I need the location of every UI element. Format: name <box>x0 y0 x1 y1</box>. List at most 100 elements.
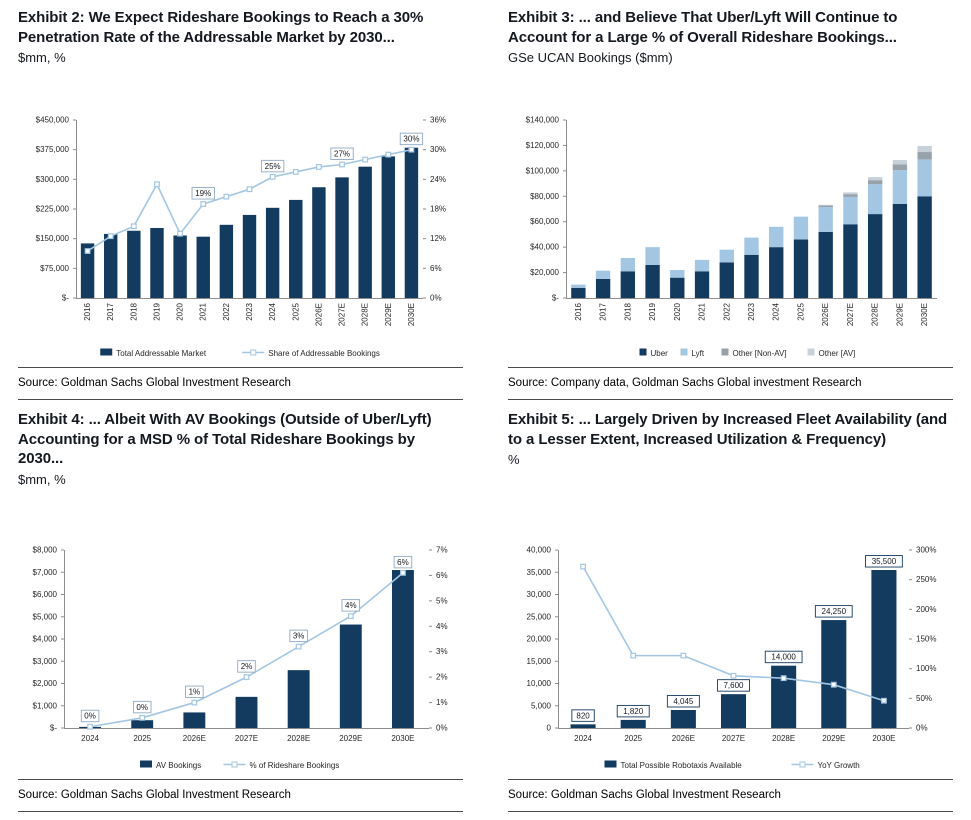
legend-label: Share of Addressable Bookings <box>268 349 380 358</box>
stacked-bar-segment <box>818 204 833 206</box>
stacked-bar-segment <box>620 271 636 298</box>
bar <box>131 720 154 728</box>
x-axis-label: 2030E <box>391 734 414 743</box>
x-axis-label: 2029E <box>339 734 362 743</box>
x-axis-label: 2027E <box>235 734 258 743</box>
stacked-bar-segment <box>595 278 611 298</box>
exhibit-2-source-block: Source: Goldman Sachs Global Investment … <box>18 367 463 400</box>
bar <box>821 620 847 728</box>
bar <box>404 147 419 298</box>
line-marker <box>154 181 160 188</box>
bar <box>358 166 372 298</box>
annotation-label: 6% <box>397 558 409 567</box>
y-axis-label: $- <box>50 724 57 733</box>
stacked-bar-segment <box>793 216 809 240</box>
bar <box>312 187 326 298</box>
x-axis-label: 2025 <box>133 734 151 743</box>
divider-line <box>18 399 463 400</box>
y2-axis-label: 30% <box>430 145 446 154</box>
line-marker <box>84 248 91 254</box>
y-axis-label: 5,000 <box>531 701 552 710</box>
y-axis-label: $1,000 <box>33 701 58 710</box>
x-axis-label: 2019 <box>152 302 161 320</box>
legend-label: Total Possible Robotaxis Available <box>621 761 743 770</box>
y2-axis-label: 0% <box>430 294 442 303</box>
line-marker <box>780 675 787 682</box>
exhibit-3-subtitle: GSe UCAN Bookings ($mm) <box>508 50 673 65</box>
x-axis-label: 2017 <box>599 302 608 320</box>
line-marker <box>881 697 887 704</box>
x-axis-label: 2030E <box>407 303 416 326</box>
exhibit-4-source: Source: Goldman Sachs Global Investment … <box>18 789 291 801</box>
x-axis-label: 2029E <box>822 734 845 743</box>
legend-swatch <box>140 760 152 768</box>
x-axis-label: 2022 <box>222 302 231 320</box>
bar <box>339 624 362 728</box>
line-marker <box>408 146 415 153</box>
stacked-bar-segment <box>571 287 586 298</box>
y-axis-label: $375,000 <box>36 145 70 154</box>
exhibit-2-source: Source: Goldman Sachs Global Investment … <box>18 377 291 389</box>
line-marker <box>292 169 299 175</box>
stacked-bar-segment <box>719 249 734 263</box>
annotation-box <box>132 700 152 714</box>
x-axis-label: 2017 <box>106 302 115 320</box>
exhibit-2-title: Exhibit 2: We Expect Rideshare Bookings … <box>18 9 424 46</box>
annotation-box <box>289 629 308 643</box>
exhibit-3-source-block: Source: Company data, Goldman Sachs Glob… <box>508 367 953 400</box>
y2-axis-label: 7% <box>436 546 448 555</box>
exhibit-5-title: Exhibit 5: ... Largely Driven by Increas… <box>508 411 948 448</box>
y-axis-label: $225,000 <box>36 205 70 214</box>
stacked-bar-segment <box>843 192 858 195</box>
annotation-label: 2% <box>241 662 253 671</box>
stacked-bar-segment <box>843 196 858 225</box>
annotation-label: 4,045 <box>673 697 694 706</box>
stacked-bar-segment <box>645 264 660 298</box>
annotation-box <box>185 685 204 699</box>
divider-line <box>508 399 953 400</box>
divider-line <box>18 811 463 812</box>
annotation-label: 0% <box>136 703 148 712</box>
x-axis-label: 2024 <box>81 734 99 743</box>
annotation-box <box>237 660 256 673</box>
y-axis-label: 40,000 <box>527 546 552 555</box>
legend-label: Other [Non-AV] <box>733 349 787 358</box>
y-axis-label: $8,000 <box>33 546 58 555</box>
x-axis-label: 2019 <box>648 302 657 320</box>
annotation-label: 30% <box>403 135 419 144</box>
y-axis-label: $4,000 <box>33 635 58 644</box>
stacked-bar-segment <box>818 207 833 232</box>
x-axis-label: 2026E <box>672 734 695 743</box>
y-axis-label: $140,000 <box>526 116 560 125</box>
stacked-bar-segment <box>917 196 932 298</box>
divider-line <box>508 367 953 368</box>
exhibit-2-panel: Exhibit 2: We Expect Rideshare Bookings … <box>18 8 463 400</box>
bar <box>196 236 210 298</box>
annotation-box <box>260 159 285 173</box>
y-axis-label: 35,000 <box>527 568 552 577</box>
y2-axis-label: 1% <box>436 698 448 707</box>
y-axis-label: $3,000 <box>33 657 58 666</box>
annotation-box <box>764 650 803 664</box>
y2-axis-label: 50% <box>916 694 932 703</box>
stacked-bar-segment <box>670 277 685 298</box>
bar <box>265 207 280 298</box>
bar <box>871 570 897 728</box>
exhibit-5-chart-svg: 0 5,000 10,000 15,000 20,000 25,000 30,000 35,0… <box>527 546 937 771</box>
line-marker <box>362 156 369 163</box>
x-axis-label: 2023 <box>245 302 254 320</box>
y-axis-label: 20,000 <box>527 635 552 644</box>
x-axis-label: 2018 <box>623 302 632 320</box>
legend-label: % of Rideshare Bookings <box>250 761 340 770</box>
stacked-bar-segment <box>818 205 833 208</box>
y2-axis-label: 100% <box>916 664 936 673</box>
exhibit-3-source: Source: Company data, Goldman Sachs Glob… <box>508 377 862 389</box>
legend-label: Uber <box>651 349 669 358</box>
bar <box>570 724 596 728</box>
divider-line <box>18 367 463 368</box>
annotation-box <box>341 599 361 612</box>
stacked-bar-segment <box>892 164 908 171</box>
exhibit-3-chart-svg: $- $20,000 $40,000 $60,000 $80,000 $100,000 $1… <box>526 116 937 358</box>
annotation-box <box>393 555 413 569</box>
x-axis-label: 2025 <box>624 734 642 743</box>
